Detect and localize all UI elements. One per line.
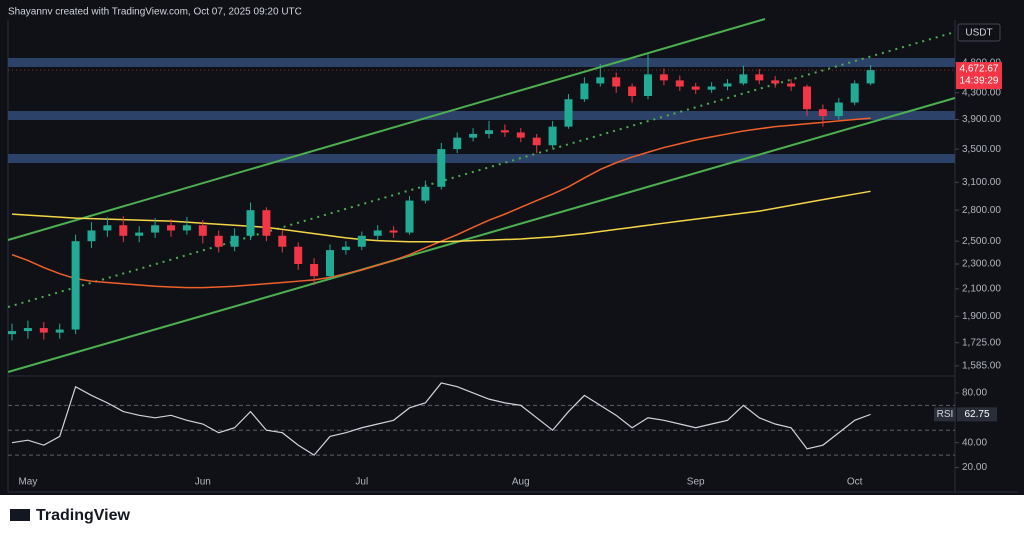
- x-tick-label: Sep: [687, 477, 705, 488]
- candle-body: [612, 77, 621, 87]
- y-tick-label: 20.00: [962, 462, 987, 473]
- candle-body: [87, 230, 96, 242]
- candle-body: [310, 264, 319, 277]
- candle-body: [850, 83, 859, 103]
- candle-body: [723, 83, 732, 87]
- x-tick-label: May: [18, 477, 37, 488]
- y-tick-label: 3,500.00: [962, 144, 1001, 155]
- candle-body: [739, 74, 748, 84]
- rsi-value-box: [957, 407, 997, 422]
- rsi-name-box: [934, 407, 956, 422]
- currency: USDT: [965, 28, 992, 39]
- y-tick-label: 3,100.00: [962, 177, 1001, 188]
- candle-body: [23, 328, 32, 332]
- candle-body: [167, 225, 175, 231]
- candle-body: [278, 235, 287, 247]
- y-tick-label: 2,500.00: [962, 236, 1001, 247]
- candle-body: [214, 235, 223, 247]
- x-tick-label: Jul: [355, 477, 368, 488]
- candle-body: [453, 137, 462, 150]
- y-tick-label: 2,100.00: [962, 284, 1001, 295]
- candle-body: [262, 210, 271, 236]
- x-tick-label: Aug: [512, 477, 530, 488]
- candle-body: [707, 86, 716, 90]
- y-tick-label: 1,725.00: [962, 337, 1001, 348]
- x-tick-label: Oct: [847, 477, 863, 488]
- candle-body: [71, 241, 80, 330]
- candle-body: [55, 329, 64, 333]
- candle-body: [691, 86, 700, 90]
- candle-body: [548, 126, 557, 146]
- attribution: Shayannv created with TradingView.com, O…: [8, 7, 302, 18]
- candle-body: [103, 225, 112, 231]
- y-tick-label: 4,300.00: [962, 87, 1001, 98]
- candle-body: [755, 74, 764, 81]
- candle-body: [532, 137, 541, 146]
- candle-body: [135, 232, 144, 236]
- y-tick-label: 1,585.00: [962, 361, 1001, 372]
- candle-body: [8, 331, 16, 335]
- candle-body: [803, 86, 811, 110]
- candle-body: [119, 225, 128, 236]
- candle-body: [818, 109, 827, 117]
- candle-body: [485, 130, 493, 134]
- candle-body: [675, 80, 684, 87]
- y-tick-label: 40.00: [962, 437, 987, 448]
- candle-body: [787, 83, 796, 87]
- rsi-line: [11, 382, 871, 456]
- logo-icon: [10, 509, 30, 521]
- channel-line: [7, 97, 956, 373]
- zone: [8, 154, 955, 163]
- candle-body: [357, 235, 366, 247]
- rsi-value: 62.75: [964, 409, 989, 420]
- y-tick-label: 2,300.00: [962, 259, 1001, 270]
- candle-body: [659, 74, 668, 81]
- zone: [8, 111, 955, 120]
- candle-body: [644, 74, 652, 97]
- y-tick-label: 3,900.00: [962, 114, 1001, 125]
- candle-body: [516, 132, 525, 138]
- candle-body: [182, 225, 191, 231]
- candle-body: [866, 70, 875, 84]
- y-tick-label: 2,800.00: [962, 205, 1001, 216]
- rsi-name: RSI: [937, 409, 954, 420]
- currency-box: [957, 23, 1001, 42]
- background: [0, 0, 1024, 495]
- candle-body: [373, 230, 382, 236]
- last-price: 4,672.67: [960, 64, 999, 75]
- candle-body: [437, 149, 446, 187]
- candle-body: [580, 83, 589, 100]
- footer: [0, 495, 1024, 538]
- candle-body: [564, 99, 573, 127]
- candle-body: [596, 77, 605, 84]
- y-tick-label: 80.00: [962, 388, 987, 399]
- candle-body: [151, 225, 160, 233]
- candle-body: [230, 235, 239, 247]
- candle-body: [198, 225, 207, 236]
- brand: TradingView: [36, 507, 131, 524]
- candle-body: [341, 246, 350, 251]
- x-tick-label: Jun: [195, 477, 211, 488]
- zone: [8, 58, 955, 67]
- candle-body: [294, 246, 303, 265]
- candle-body: [405, 200, 414, 233]
- y-tick-label: 1,900.00: [962, 311, 1001, 322]
- candle-body: [39, 328, 48, 333]
- candle-body: [246, 210, 255, 236]
- channel-line: [7, 18, 766, 241]
- candle-body: [771, 80, 780, 84]
- countdown: 14:39:29: [960, 76, 999, 87]
- candle-body: [421, 186, 430, 201]
- candle-body: [834, 102, 843, 117]
- candle-body: [389, 230, 398, 233]
- candle-body: [500, 130, 509, 133]
- last-price-box: [956, 62, 1002, 90]
- candle-body: [326, 250, 334, 277]
- candle-body: [469, 133, 478, 138]
- candle-body: [628, 86, 637, 97]
